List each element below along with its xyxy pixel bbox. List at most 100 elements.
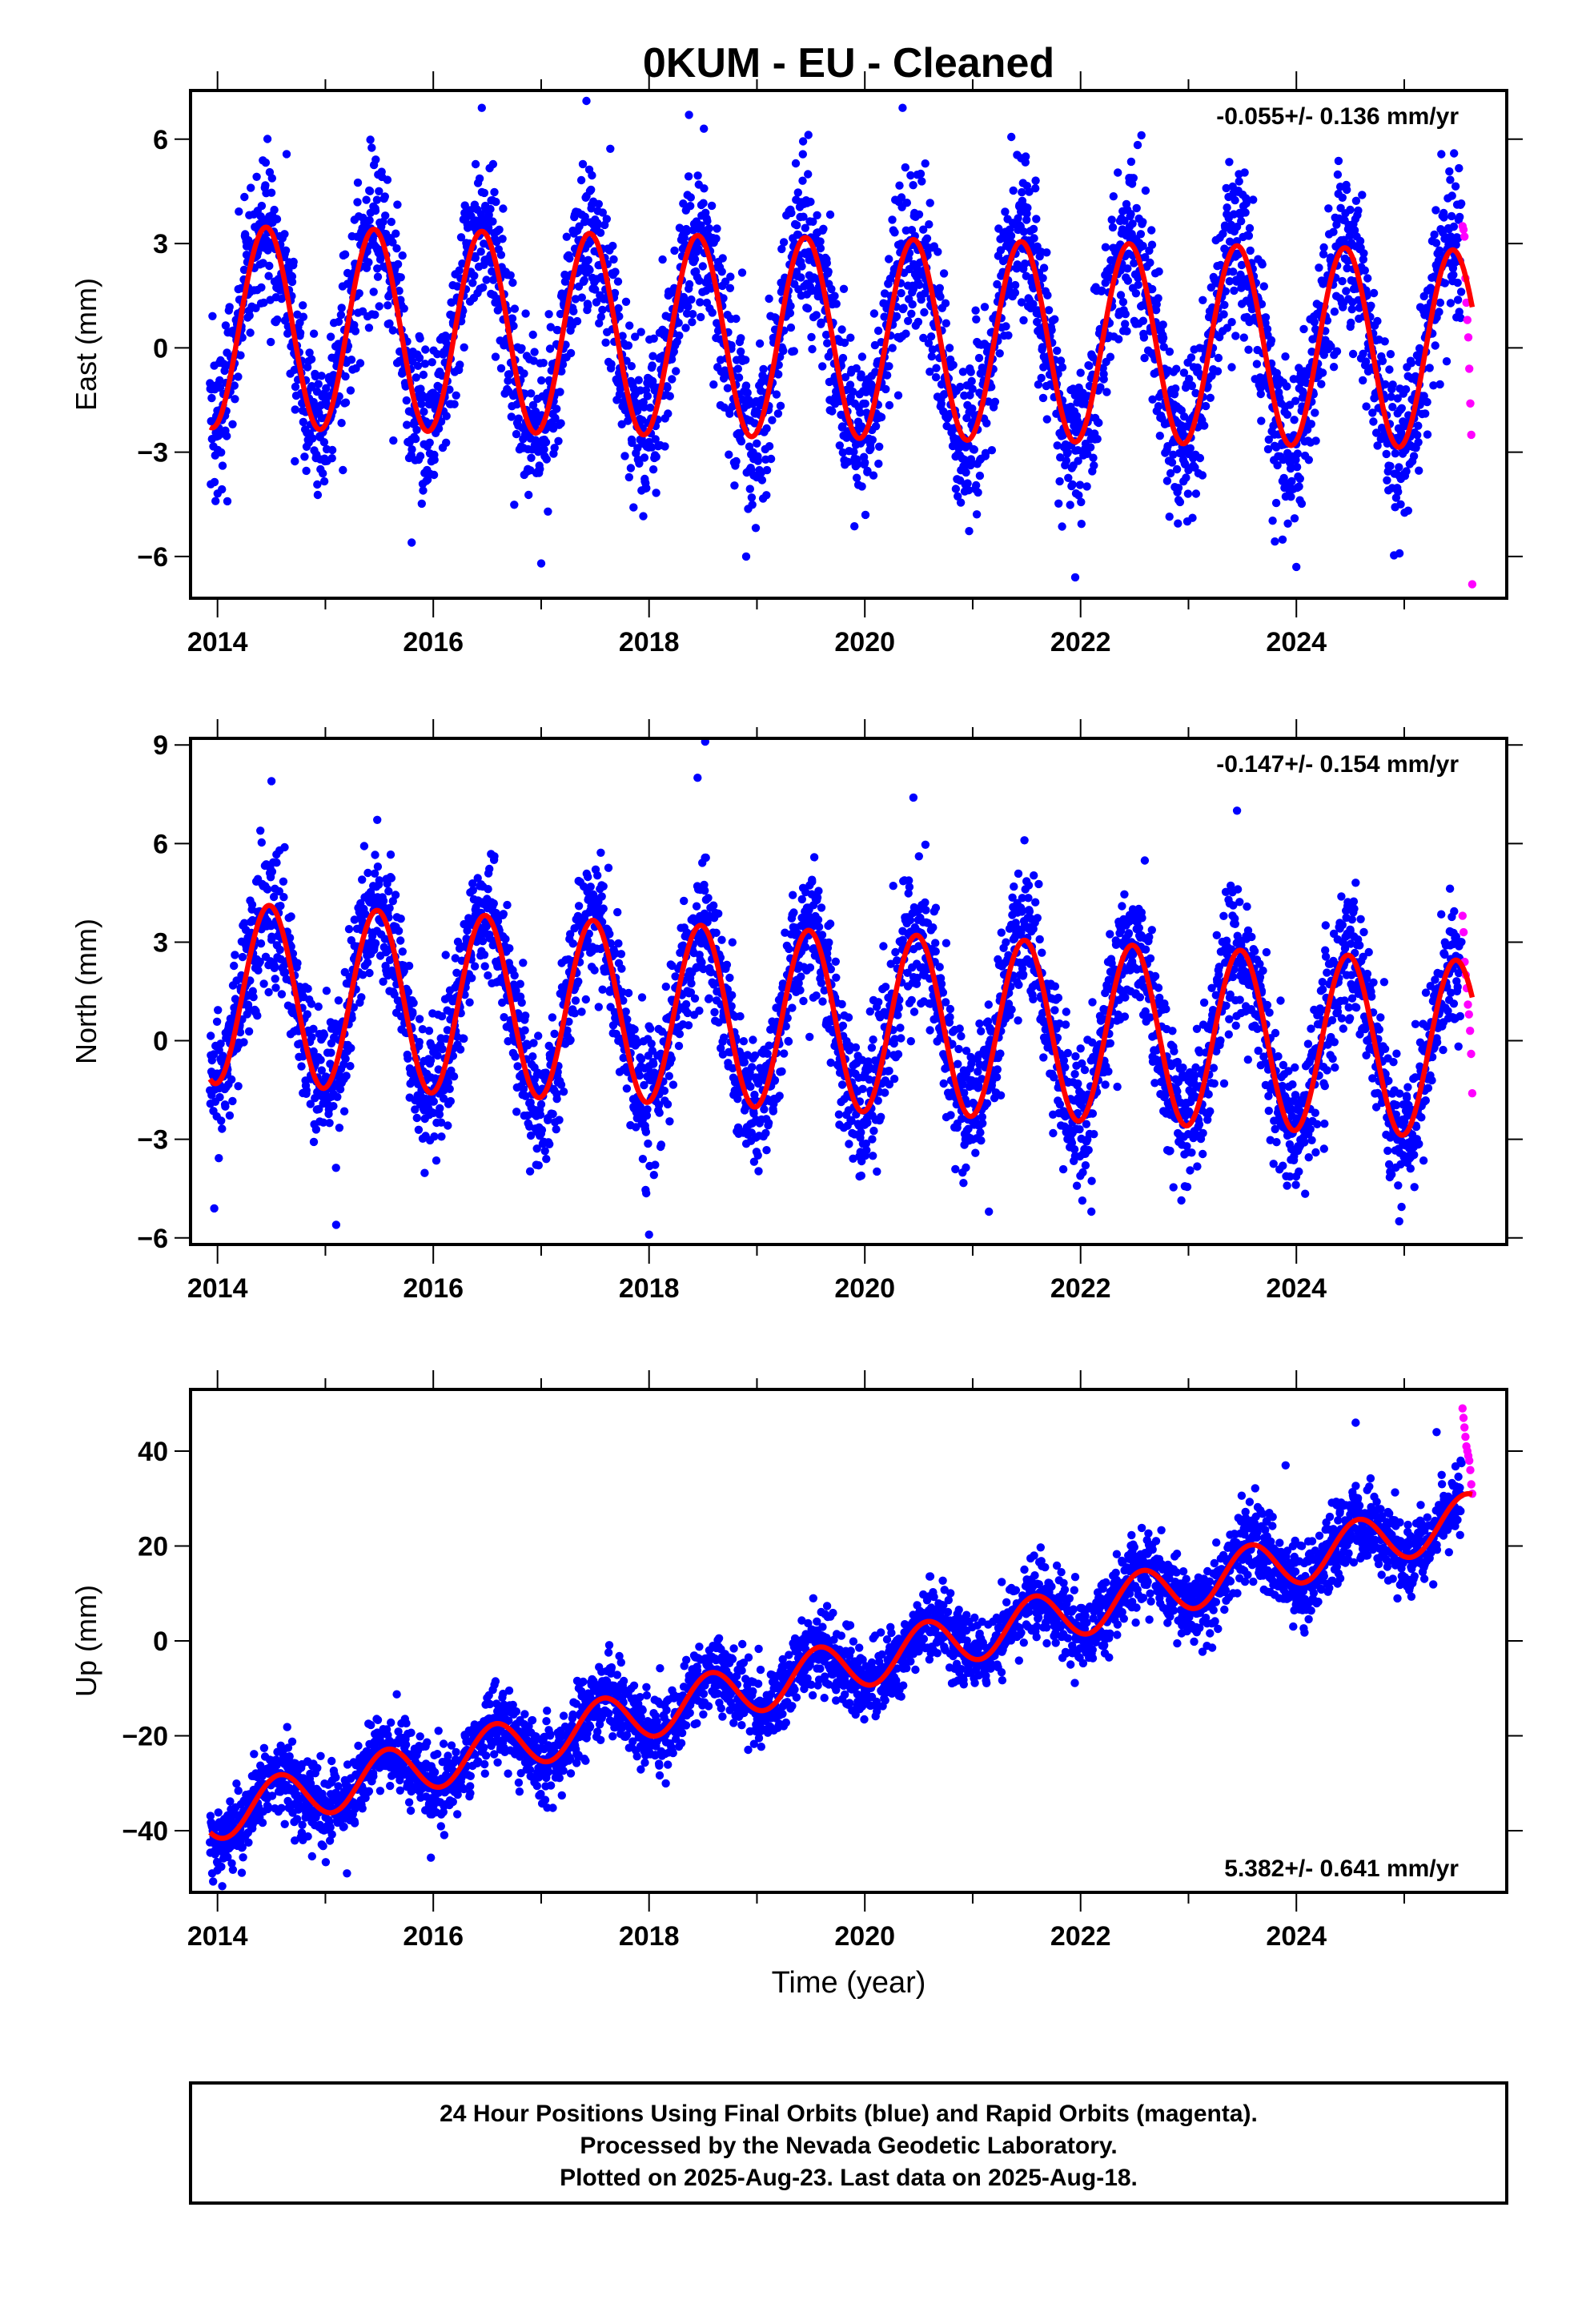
final-orbit-point (285, 933, 295, 943)
final-orbit-point (661, 982, 670, 991)
final-orbit-point (1141, 186, 1150, 195)
final-orbit-point (793, 231, 803, 239)
final-orbit-point (980, 303, 990, 312)
final-orbit-point (596, 228, 605, 237)
final-orbit-point (663, 383, 672, 392)
final-orbit-point (1359, 255, 1368, 264)
final-orbit-point (908, 300, 917, 309)
final-orbit-point (353, 178, 363, 187)
final-orbit-point (246, 328, 255, 337)
final-orbit-point (553, 1068, 562, 1076)
final-orbit-point (647, 1039, 656, 1048)
final-orbit-point (1283, 519, 1292, 528)
final-orbit-point (741, 356, 750, 364)
final-orbit-point (982, 419, 991, 428)
final-orbit-point (1456, 313, 1465, 323)
final-orbit-point (1359, 376, 1367, 385)
final-orbit-point (373, 272, 383, 281)
final-orbit-point (527, 453, 536, 462)
final-orbit-point (705, 224, 713, 233)
final-orbit-point (511, 1052, 520, 1061)
final-orbit-point (832, 300, 841, 308)
final-orbit-point (636, 328, 645, 336)
final-orbit-point (215, 1154, 223, 1163)
final-orbit-point (475, 174, 484, 183)
final-orbit-point (1017, 298, 1026, 307)
final-orbit-point (812, 311, 821, 320)
final-orbit-point (361, 910, 370, 919)
final-orbit-point (675, 331, 684, 340)
final-orbit-point (1007, 132, 1016, 142)
final-orbit-point (1317, 380, 1326, 388)
final-orbit-point (1075, 480, 1085, 489)
final-orbit-point (737, 334, 745, 343)
final-orbit-point (1158, 333, 1168, 343)
final-orbit-point (1442, 357, 1452, 366)
final-orbit-point (1074, 456, 1082, 465)
final-orbit-point (1345, 231, 1355, 240)
final-orbit-point (679, 199, 688, 208)
final-orbit-point (339, 465, 347, 475)
final-orbit-point (1338, 276, 1347, 286)
final-orbit-point (441, 1034, 451, 1043)
final-orbit-point (956, 382, 965, 392)
final-orbit-points-north (206, 738, 1466, 1239)
final-orbit-point (1421, 409, 1430, 418)
final-orbit-point (371, 206, 380, 215)
final-orbit-point (1225, 277, 1235, 286)
final-orbit-point (225, 1111, 235, 1120)
final-orbit-point (648, 352, 657, 360)
final-orbit-point (1085, 361, 1094, 370)
final-orbit-point (465, 998, 474, 1007)
final-orbit-point (684, 172, 693, 181)
final-orbit-point (426, 1055, 436, 1065)
final-orbit-point (687, 295, 696, 304)
final-orbit-point (1401, 385, 1411, 394)
final-orbit-point (346, 1062, 355, 1071)
final-orbit-point (1175, 497, 1185, 507)
final-orbit-point (1449, 222, 1459, 231)
final-orbit-point (311, 1125, 321, 1134)
final-orbit-point (895, 181, 904, 190)
final-orbit-point (1086, 443, 1095, 452)
final-orbit-point (252, 172, 261, 181)
final-orbit-point (364, 258, 373, 267)
final-orbit-point (420, 1168, 429, 1177)
final-orbit-point (532, 1144, 541, 1153)
final-orbit-point (218, 461, 227, 470)
final-orbit-point (607, 360, 616, 368)
final-orbit-point (1068, 480, 1077, 489)
final-orbit-point (873, 326, 883, 336)
final-orbit-point (1383, 476, 1391, 485)
final-orbit-point (624, 472, 633, 482)
final-orbit-point (275, 945, 284, 955)
final-orbit-point (551, 413, 560, 423)
final-orbit-point (387, 966, 396, 975)
final-orbit-point (272, 858, 281, 867)
final-orbit-point (689, 310, 697, 319)
final-orbit-point (510, 971, 519, 980)
final-orbit-point (259, 298, 268, 308)
final-orbit-point (588, 171, 596, 180)
final-orbit-point (336, 311, 346, 320)
final-orbit-point (1343, 263, 1351, 273)
final-orbit-point (364, 324, 374, 332)
final-orbit-point (1010, 280, 1020, 290)
final-orbit-point (830, 292, 839, 300)
final-orbit-point (394, 927, 404, 935)
final-orbit-point (618, 987, 627, 997)
final-orbit-point (1373, 441, 1382, 450)
final-orbit-point (287, 912, 295, 921)
final-orbit-point (1138, 241, 1147, 251)
final-orbit-point (1414, 421, 1423, 430)
final-orbit-point (651, 435, 660, 444)
final-orbit-point (1029, 224, 1038, 234)
final-orbit-point (1281, 352, 1290, 361)
final-orbit-point (931, 372, 941, 382)
final-orbit-point (365, 215, 374, 225)
y-tick-label: 6 (153, 125, 168, 155)
final-orbit-point (314, 1002, 323, 1011)
final-orbit-point (521, 309, 530, 318)
final-orbit-point (468, 886, 477, 895)
final-orbit-point (870, 340, 880, 350)
